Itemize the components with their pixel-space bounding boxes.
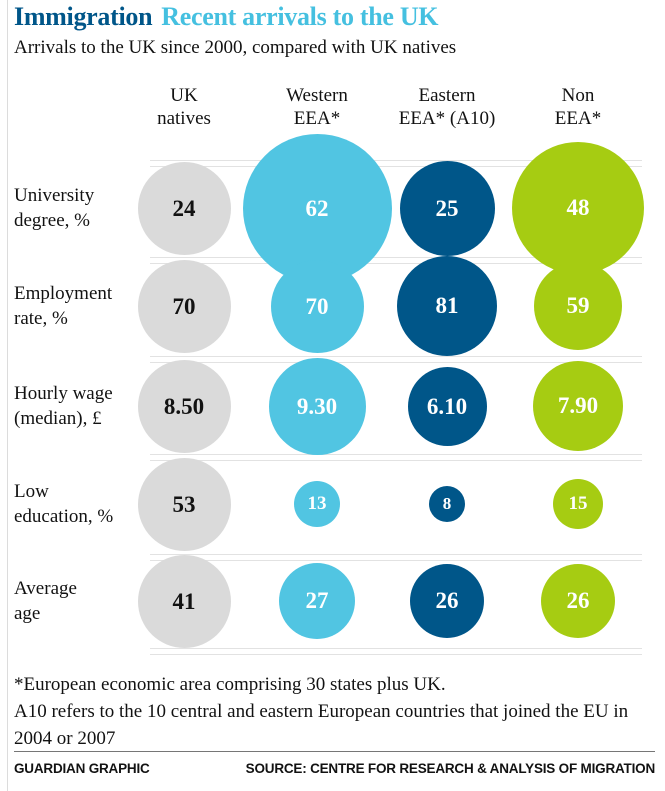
bubble: 59 [534, 262, 622, 350]
headline-kicker: Immigration [14, 2, 153, 31]
row-label: Average age [14, 576, 150, 626]
row-label-line: degree, % [14, 210, 90, 231]
row-label-line: (median), £ [14, 408, 102, 429]
row-label-line: age [14, 603, 41, 624]
row-label-line: University [14, 185, 95, 206]
bubble: 24 [137, 161, 231, 255]
row-separator-line [150, 648, 642, 649]
footnote: *European economic area comprising 30 st… [14, 671, 638, 752]
row-label-line: Hourly wage [14, 383, 113, 404]
footnote-line-1: *European economic area comprising 30 st… [14, 674, 446, 695]
column-header: UK natives [109, 84, 259, 130]
row-label: Low education, % [14, 479, 150, 529]
row-separator-line [150, 263, 642, 264]
chart-subtitle: Arrivals to the UK since 2000, compared … [14, 37, 457, 58]
footer-credit: GUARDIAN GRAPHIC [14, 761, 150, 776]
bubble: 27 [279, 563, 355, 639]
left-border-rule [7, 0, 8, 791]
column-header-line: Eastern [418, 85, 476, 106]
bubble: 8 [429, 486, 465, 522]
headline: Immigration Recent arrivals to the UK [14, 2, 439, 32]
bubble-chart: UK natives Western EEA* Eastern EEA* (A10) Non… [14, 84, 653, 655]
row-separator-line [150, 356, 642, 357]
row-label-line: rate, % [14, 308, 68, 329]
footer-source: SOURCE: CENTRE FOR RESEARCH & ANALYSIS O… [245, 761, 656, 776]
bubble: 70 [270, 259, 364, 353]
footer: GUARDIAN GRAPHIC SOURCE: CENTRE FOR RESE… [14, 751, 655, 776]
row-separator-line [150, 560, 642, 561]
column-header-line: Non [561, 85, 595, 106]
bubble: 15 [553, 479, 603, 529]
row-separator-line [150, 454, 642, 455]
bubble: 8.50 [137, 359, 231, 453]
headline-title: Recent arrivals to the UK [161, 2, 439, 31]
footnote-line-2: A10 refers to the 10 central and eastern… [14, 701, 629, 749]
bubble: 26 [541, 564, 615, 638]
column-header-line: EEA* [554, 108, 602, 129]
column-header-line: Western [286, 85, 348, 106]
row-label-line: Low [14, 481, 49, 502]
row-separator-line [150, 460, 642, 461]
bubble: 81 [397, 256, 497, 356]
row-label-line: Employment [14, 283, 113, 304]
bubble: 53 [137, 457, 231, 551]
bubble: 41 [137, 554, 231, 648]
column-header-line: UK [170, 85, 198, 106]
bubble: 62 [242, 133, 392, 283]
column-header-line: natives [157, 108, 211, 129]
bubble: 7.90 [533, 361, 623, 451]
row-separator-line [150, 654, 642, 655]
row-label: Hourly wage (median), £ [14, 381, 150, 431]
bubble: 9.30 [268, 357, 366, 455]
row-separator-line [150, 554, 642, 555]
bubble: 13 [294, 481, 340, 527]
row-separator-line [150, 160, 642, 161]
bubble: 6.10 [407, 366, 487, 446]
column-header: Western EEA* [242, 84, 392, 130]
bubble: 26 [410, 564, 484, 638]
column-header: Non EEA* [503, 84, 653, 130]
row-label: Employment rate, % [14, 281, 150, 331]
row-separator-line [150, 257, 642, 258]
column-header-line: EEA* (A10) [398, 108, 496, 129]
row-label: University degree, % [14, 183, 150, 233]
row-label-line: education, % [14, 506, 114, 527]
column-header: Eastern EEA* (A10) [372, 84, 522, 130]
row-separator-line [150, 166, 642, 167]
row-separator-line [150, 362, 642, 363]
row-label-line: Average [14, 578, 77, 599]
bubble: 25 [399, 160, 495, 256]
bubble: 48 [512, 142, 644, 274]
column-header-line: EEA* [293, 108, 341, 129]
bubble: 70 [137, 259, 231, 353]
